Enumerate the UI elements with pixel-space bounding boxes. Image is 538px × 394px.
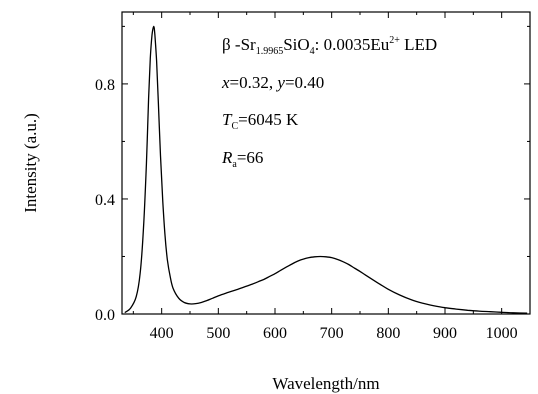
annotation-temp: TC=6045 K <box>222 110 299 132</box>
coords-x-var: x <box>221 73 230 92</box>
temp-var: T <box>222 110 233 129</box>
coords-x-val: =0.32, <box>230 73 278 92</box>
formula-part1: -Sr <box>231 35 256 54</box>
plot-frame <box>121 11 531 315</box>
annotation-cri: Ra=66 <box>221 148 263 170</box>
y-axis-title: Intensity (a.u.) <box>21 113 40 213</box>
cri-val: =66 <box>237 148 264 167</box>
temp-sub: C <box>231 121 238 132</box>
axis-tick-labels: 400 500 600 700 800 900 1000 0.0 0.4 0.8 <box>95 77 518 342</box>
axis-ticks <box>122 12 531 315</box>
formula-part4: LED <box>400 35 437 54</box>
formula-sub1: 1.9965 <box>256 46 284 57</box>
cri-var: R <box>221 148 233 167</box>
x-tick-label: 500 <box>206 325 230 342</box>
formula-sup: 2+ <box>389 35 400 46</box>
y-tick-label: 0.0 <box>95 307 115 324</box>
temp-val: =6045 K <box>238 110 299 129</box>
formula-beta: β <box>222 35 231 54</box>
x-tick-label: 800 <box>376 325 400 342</box>
x-tick-label: 900 <box>433 325 457 342</box>
x-tick-label: 1000 <box>486 325 518 342</box>
y-tick-label: 0.4 <box>95 192 115 209</box>
annotation-coords: x=0.32, y=0.40 <box>221 73 324 92</box>
x-tick-label: 600 <box>263 325 287 342</box>
formula-sub2: 4 <box>310 46 315 57</box>
cri-sub: a <box>232 159 237 170</box>
x-axis-title: Wavelength/nm <box>272 374 379 393</box>
y-tick-label: 0.8 <box>95 77 115 94</box>
x-tick-label: 400 <box>150 325 174 342</box>
coords-y-var: y <box>275 73 285 92</box>
formula-part3: : 0.0035Eu <box>315 35 390 54</box>
annotation-formula: β -Sr1.9965SiO4: 0.0035Eu2+ LED <box>222 35 437 57</box>
formula-part2: SiO <box>283 35 309 54</box>
coords-y-val: =0.40 <box>285 73 324 92</box>
series-line <box>124 25 528 314</box>
x-tick-label: 700 <box>320 325 344 342</box>
